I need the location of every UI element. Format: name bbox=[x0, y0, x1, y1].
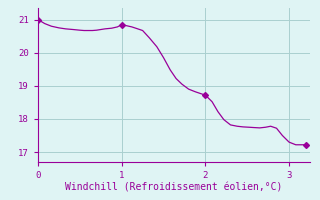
X-axis label: Windchill (Refroidissement éolien,°C): Windchill (Refroidissement éolien,°C) bbox=[65, 183, 283, 193]
